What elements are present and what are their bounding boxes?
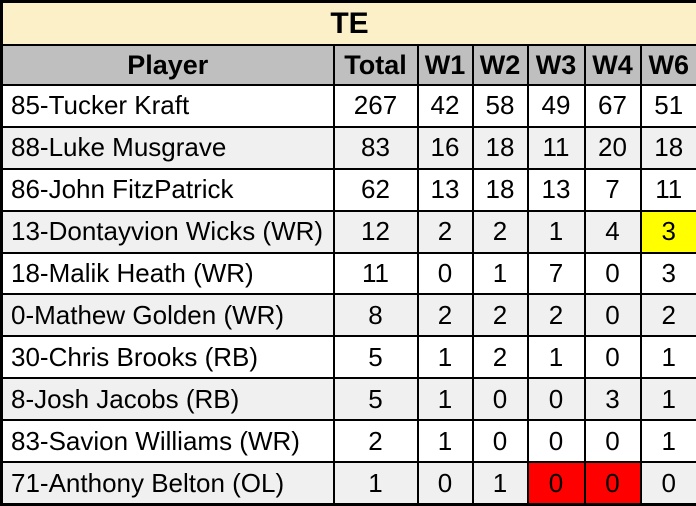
table-title: TE bbox=[0, 0, 696, 46]
player-name-cell: 71-Anthony Belton (OL) bbox=[0, 461, 335, 506]
stat-cell: 1 bbox=[526, 209, 586, 254]
stat-cell: 0 bbox=[583, 293, 642, 338]
table-row: 88-Luke Musgrave 83 16 18 11 20 18 bbox=[0, 125, 696, 170]
stat-cell: 5 bbox=[332, 335, 419, 380]
stat-cell: 0 bbox=[583, 419, 642, 464]
table-row: 8-Josh Jacobs (RB) 5 1 0 0 3 1 bbox=[0, 377, 696, 422]
stat-cell: 1 bbox=[526, 335, 586, 380]
stat-cell: 2 bbox=[639, 293, 696, 338]
player-name-cell: 0-Mathew Golden (WR) bbox=[0, 293, 335, 338]
stat-cell: 62 bbox=[332, 167, 419, 212]
player-name-cell: 85-Tucker Kraft bbox=[0, 84, 335, 128]
player-name-cell: 88-Luke Musgrave bbox=[0, 125, 335, 170]
player-name-cell: 30-Chris Brooks (RB) bbox=[0, 335, 335, 380]
stat-cell: 2 bbox=[471, 293, 529, 338]
stat-cell: 1 bbox=[471, 251, 529, 296]
table-row: 71-Anthony Belton (OL) 1 0 1 0 0 0 bbox=[0, 461, 696, 506]
stat-cell: 16 bbox=[416, 125, 474, 170]
stat-cell: 11 bbox=[639, 167, 696, 212]
stat-cell: 18 bbox=[471, 125, 529, 170]
stat-cell: 18 bbox=[639, 125, 696, 170]
stat-cell: 5 bbox=[332, 377, 419, 422]
stat-cell: 12 bbox=[332, 209, 419, 254]
column-header-row: Player Total W1 W2 W3 W4 W6 bbox=[0, 44, 696, 86]
stat-cell: 2 bbox=[471, 335, 529, 380]
table-title-row: TE bbox=[0, 0, 696, 46]
stat-cell: 2 bbox=[416, 209, 474, 254]
stat-cell: 2 bbox=[332, 419, 419, 464]
stat-cell: 0 bbox=[416, 251, 474, 296]
stat-cell: 13 bbox=[416, 167, 474, 212]
stat-cell: 3 bbox=[639, 251, 696, 296]
stat-cell: 1 bbox=[639, 335, 696, 380]
player-name-cell: 86-John FitzPatrick bbox=[0, 167, 335, 212]
player-name-cell: 8-Josh Jacobs (RB) bbox=[0, 377, 335, 422]
table-row: 85-Tucker Kraft 267 42 58 49 67 51 bbox=[0, 84, 696, 128]
stat-cell: 1 bbox=[639, 419, 696, 464]
stat-cell: 1 bbox=[471, 461, 529, 506]
stat-cell: 13 bbox=[526, 167, 586, 212]
stat-cell: 0 bbox=[639, 461, 696, 506]
table-row: 18-Malik Heath (WR) 11 0 1 7 0 3 bbox=[0, 251, 696, 296]
stat-cell: 1 bbox=[416, 377, 474, 422]
stat-cell: 20 bbox=[583, 125, 642, 170]
stat-cell: 18 bbox=[471, 167, 529, 212]
stat-cell: 0 bbox=[583, 461, 642, 506]
stat-cell: 67 bbox=[583, 84, 642, 128]
stat-cell: 267 bbox=[332, 84, 419, 128]
stat-cell: 1 bbox=[416, 419, 474, 464]
stat-cell: 83 bbox=[332, 125, 419, 170]
stat-cell: 0 bbox=[526, 461, 586, 506]
table-row: 13-Dontayvion Wicks (WR) 12 2 2 1 4 3 bbox=[0, 209, 696, 254]
table-row: 86-John FitzPatrick 62 13 18 13 7 11 bbox=[0, 167, 696, 212]
stat-cell: 4 bbox=[583, 209, 642, 254]
stat-cell: 42 bbox=[416, 84, 474, 128]
stat-cell: 7 bbox=[526, 251, 586, 296]
table-row: 0-Mathew Golden (WR) 8 2 2 2 0 2 bbox=[0, 293, 696, 338]
stat-cell: 0 bbox=[416, 461, 474, 506]
stat-cell: 1 bbox=[416, 335, 474, 380]
column-header-total: Total bbox=[332, 44, 419, 86]
stat-cell: 1 bbox=[639, 377, 696, 422]
column-header-w4: W4 bbox=[583, 44, 642, 86]
stat-cell: 0 bbox=[471, 419, 529, 464]
stat-cell: 1 bbox=[332, 461, 419, 506]
player-name-cell: 13-Dontayvion Wicks (WR) bbox=[0, 209, 335, 254]
stat-cell: 11 bbox=[526, 125, 586, 170]
stat-cell: 49 bbox=[526, 84, 586, 128]
column-header-w6: W6 bbox=[639, 44, 696, 86]
column-header-w1: W1 bbox=[416, 44, 474, 86]
stat-cell: 0 bbox=[526, 377, 586, 422]
column-header-w3: W3 bbox=[526, 44, 586, 86]
stat-cell: 2 bbox=[471, 209, 529, 254]
stat-cell: 2 bbox=[526, 293, 586, 338]
stat-cell: 58 bbox=[471, 84, 529, 128]
stat-cell: 2 bbox=[416, 293, 474, 338]
stat-cell: 0 bbox=[583, 251, 642, 296]
stat-cell: 8 bbox=[332, 293, 419, 338]
stat-cell: 51 bbox=[639, 84, 696, 128]
column-header-player: Player bbox=[0, 44, 335, 86]
stat-cell: 0 bbox=[526, 419, 586, 464]
stat-cell: 11 bbox=[332, 251, 419, 296]
column-header-w2: W2 bbox=[471, 44, 529, 86]
table-row: 30-Chris Brooks (RB) 5 1 2 1 0 1 bbox=[0, 335, 696, 380]
stat-cell: 0 bbox=[471, 377, 529, 422]
stat-cell: 0 bbox=[583, 335, 642, 380]
table-row: 83-Savion Williams (WR) 2 1 0 0 0 1 bbox=[0, 419, 696, 464]
player-name-cell: 83-Savion Williams (WR) bbox=[0, 419, 335, 464]
stat-cell: 3 bbox=[639, 209, 696, 254]
stat-cell: 3 bbox=[583, 377, 642, 422]
stat-cell: 7 bbox=[583, 167, 642, 212]
player-name-cell: 18-Malik Heath (WR) bbox=[0, 251, 335, 296]
